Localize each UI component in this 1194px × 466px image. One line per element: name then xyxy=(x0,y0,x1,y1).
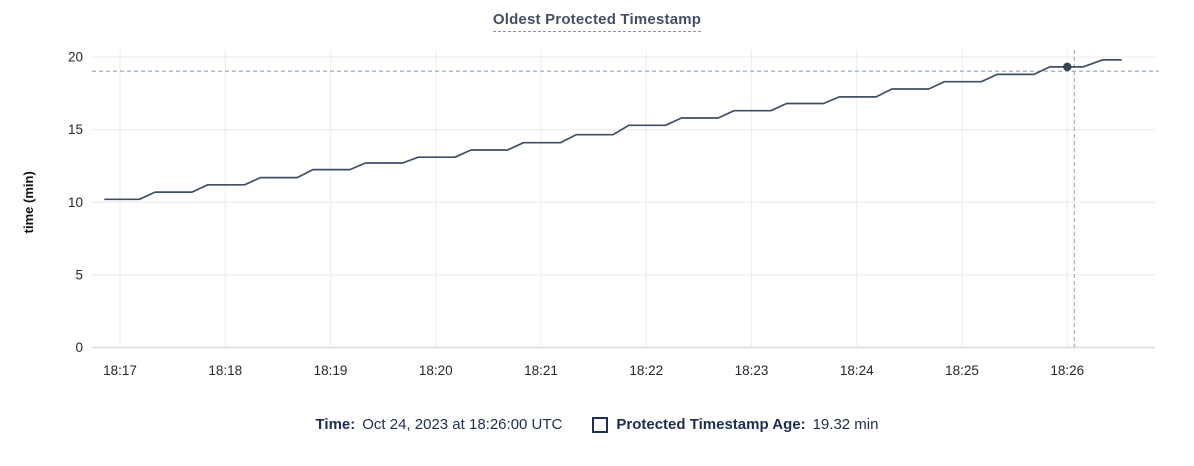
series-protected-timestamp-age xyxy=(104,59,1122,201)
x-tick-label: 18:23 xyxy=(735,363,769,378)
chart-header: Oldest Protected Timestamp xyxy=(0,0,1194,38)
y-tick-label: 20 xyxy=(68,50,83,65)
chart-title[interactable]: Oldest Protected Timestamp xyxy=(492,11,702,32)
line-chart[interactable]: 0 5 10 15 20 18:17 18:18 18:19 18:20 18:21 18:22 18… xyxy=(0,38,1194,390)
hover-point-dot xyxy=(1063,62,1072,72)
legend-time-label: Time: xyxy=(315,416,356,433)
x-tick-label: 18:26 xyxy=(1050,363,1084,378)
y-tick-label: 5 xyxy=(75,267,83,282)
y-tick-label: 0 xyxy=(75,340,83,355)
y-tick-label: 10 xyxy=(68,195,83,210)
y-tick-label: 15 xyxy=(68,122,83,137)
legend-series-label: Protected Timestamp Age: xyxy=(616,416,806,433)
x-tick-label: 18:22 xyxy=(629,363,663,378)
legend-time: Time: Oct 24, 2023 at 18:26:00 UTC xyxy=(316,416,563,433)
y-axis-title: time (min) xyxy=(21,171,36,233)
chart-legend: Time: Oct 24, 2023 at 18:26:00 UTC Prote… xyxy=(0,416,1194,433)
x-tick-label: 18:24 xyxy=(840,363,874,378)
x-tick-label: 18:21 xyxy=(524,363,558,378)
legend-series-toggle[interactable]: Protected Timestamp Age: 19.32 min xyxy=(592,416,878,433)
legend-time-value: Oct 24, 2023 at 18:26:00 UTC xyxy=(362,416,563,433)
x-tick-label: 18:19 xyxy=(314,363,348,378)
legend-series-value: 19.32 min xyxy=(812,416,879,433)
series-checkbox[interactable] xyxy=(592,416,609,433)
x-tick-label: 18:25 xyxy=(945,363,979,378)
x-tick-label: 18:17 xyxy=(103,363,137,378)
x-tick-label: 18:20 xyxy=(419,363,453,378)
x-tick-label: 18:18 xyxy=(208,363,242,378)
